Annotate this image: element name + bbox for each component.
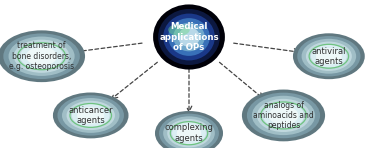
Ellipse shape: [163, 116, 215, 148]
Ellipse shape: [252, 96, 315, 135]
Ellipse shape: [67, 101, 115, 130]
Ellipse shape: [316, 48, 342, 65]
Text: antiviral
agents: antiviral agents: [311, 46, 346, 66]
Ellipse shape: [293, 33, 365, 79]
Ellipse shape: [172, 122, 206, 144]
Ellipse shape: [158, 9, 220, 65]
Ellipse shape: [177, 125, 201, 141]
Ellipse shape: [159, 114, 219, 148]
Text: Medical
applications
of OPs: Medical applications of OPs: [159, 22, 219, 52]
Ellipse shape: [20, 43, 63, 69]
Ellipse shape: [242, 90, 325, 141]
Text: treatment of
bone disorders,
e.g. osteoporosis: treatment of bone disorders, e.g. osteop…: [9, 41, 74, 71]
Ellipse shape: [26, 47, 57, 66]
Ellipse shape: [178, 27, 200, 47]
Ellipse shape: [9, 37, 74, 76]
Ellipse shape: [302, 39, 356, 74]
Ellipse shape: [3, 33, 80, 79]
Ellipse shape: [257, 99, 310, 132]
Ellipse shape: [306, 42, 352, 71]
Ellipse shape: [77, 107, 104, 124]
Ellipse shape: [297, 36, 361, 76]
Ellipse shape: [263, 102, 304, 128]
Ellipse shape: [311, 45, 347, 68]
Text: anticancer
agents: anticancer agents: [68, 106, 113, 125]
Text: analogs of
aminoacids and
peptides: analogs of aminoacids and peptides: [253, 100, 314, 130]
Text: complexing
agents: complexing agents: [164, 123, 214, 143]
Ellipse shape: [167, 119, 211, 147]
Ellipse shape: [247, 93, 320, 138]
Ellipse shape: [168, 24, 190, 36]
Ellipse shape: [268, 106, 299, 125]
Ellipse shape: [53, 92, 129, 138]
Ellipse shape: [155, 111, 223, 148]
Ellipse shape: [57, 95, 124, 136]
Ellipse shape: [173, 23, 205, 51]
Ellipse shape: [153, 4, 225, 70]
Ellipse shape: [163, 14, 215, 60]
Ellipse shape: [0, 30, 85, 82]
Ellipse shape: [72, 104, 110, 127]
Ellipse shape: [168, 18, 210, 56]
Ellipse shape: [62, 98, 119, 133]
Ellipse shape: [14, 40, 70, 73]
